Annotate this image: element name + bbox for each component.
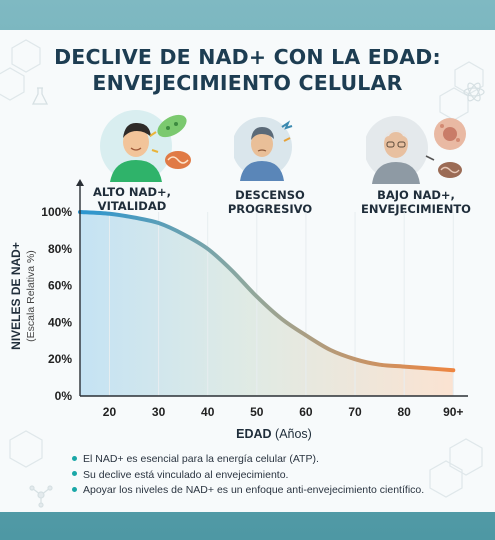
atom-icon (463, 82, 485, 102)
key-points-list: El NAD+ es esencial para la energía celu… (72, 452, 424, 499)
x-tick-label: 20 (103, 405, 117, 419)
x-axis-unit: (Años) (275, 427, 312, 441)
molecule-icon (29, 485, 53, 508)
bullet-text: Apoyar los niveles de NAD+ es un enfoque… (83, 484, 425, 496)
x-axis-label: EDAD (236, 427, 275, 441)
y-tick-label: 0% (55, 389, 73, 403)
middle-aged-person-icon (234, 117, 293, 181)
bullet-text: El NAD+ es esencial para la energía celu… (83, 453, 319, 465)
y-tick-label: 80% (48, 242, 72, 256)
area-fill (80, 212, 454, 396)
y-axis-unit: (Escala Relativa %) (25, 250, 37, 342)
x-tick-label: 50 (250, 405, 264, 419)
bullet-dot-icon (72, 471, 77, 477)
y-axis-label: NIVELES DE NAD+ (9, 242, 23, 350)
y-tick-label: 100% (41, 205, 72, 219)
list-item: Su declive está vinculado al envejecimie… (72, 468, 424, 484)
y-tick-label: 60% (48, 279, 72, 293)
x-tick-label: 60 (299, 405, 313, 419)
x-tick-label: 80 (397, 405, 411, 419)
list-item: Apoyar los niveles de NAD+ es un enfoque… (72, 483, 424, 499)
x-tick-label: 40 (201, 405, 215, 419)
y-tick-label: 40% (48, 315, 72, 329)
y-tick-label: 20% (48, 352, 72, 366)
bullet-dot-icon (72, 455, 77, 461)
x-tick-label: 90+ (443, 405, 463, 419)
list-item: El NAD+ es esencial para la energía celu… (72, 452, 424, 468)
x-tick-label: 30 (152, 405, 166, 419)
stage-label-middle: DESCENSO PROGRESIVO (227, 188, 313, 216)
y-axis-arrow (76, 179, 84, 186)
young-person-icon (100, 110, 191, 182)
bullet-text: Su declive está vinculado al envejecimie… (83, 468, 289, 481)
flask-icon (31, 87, 49, 105)
stage-label-young: ALTO NAD+, VITALIDAD (92, 185, 172, 213)
stage-label-elderly: BAJO NAD+, ENVEJECIMIENTO (361, 188, 471, 216)
x-axis-title: EDAD (Años) (236, 427, 312, 441)
x-tick-label: 70 (348, 405, 362, 419)
elderly-person-icon (366, 116, 466, 184)
series-line (78, 210, 456, 373)
page-title: DECLIVE DE NAD+ CON LA EDAD: ENVEJECIMIE… (54, 45, 441, 95)
bullet-dot-icon (72, 486, 77, 492)
